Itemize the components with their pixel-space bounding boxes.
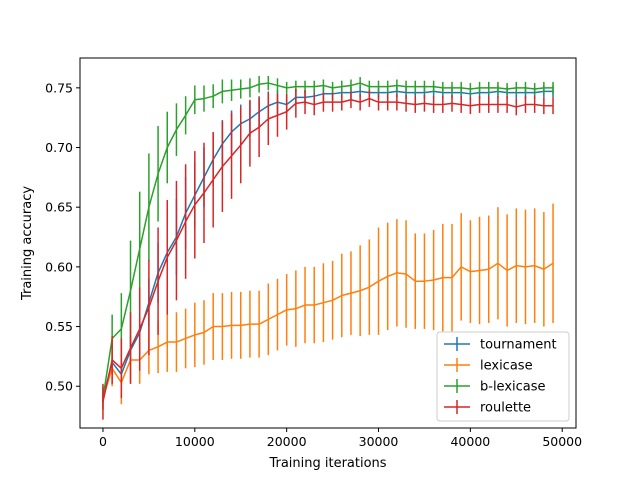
x-tick-label: 10000: [175, 434, 215, 449]
legend-item-lexicase: lexicase: [444, 358, 533, 374]
y-tick-label: 0.65: [45, 200, 73, 215]
series-roulette: [102, 89, 554, 420]
y-tick-label: 0.50: [45, 379, 73, 394]
legend-label: tournament: [480, 338, 557, 353]
legend-label: lexicase: [480, 359, 533, 374]
y-axis-label: Training accuracy: [20, 186, 35, 301]
x-tick-label: 30000: [359, 434, 399, 449]
legend: tournament lexicase b-lexicase roulette: [436, 331, 570, 422]
legend-item-roulette: roulette: [444, 400, 531, 416]
legend-box: [436, 331, 570, 422]
series-line-lexicase: [102, 262, 554, 399]
series-lexicase: [102, 203, 554, 408]
series-line-roulette: [102, 97, 554, 402]
series-layer: [102, 75, 554, 420]
series-line-b-lexicase: [102, 82, 554, 399]
legend-label: roulette: [480, 401, 531, 416]
x-axis-label: Training iterations: [268, 456, 386, 471]
x-tick-label: 50000: [542, 434, 582, 449]
legend-label: b-lexicase: [480, 380, 546, 395]
x-tick-label: 20000: [267, 434, 307, 449]
y-tick-label: 0.70: [45, 140, 73, 155]
series-line-tournament: [102, 90, 554, 399]
legend-item-tournament: tournament: [444, 337, 557, 353]
series-b-lexicase: [102, 75, 554, 411]
y-axis: 0.50 0.55 0.60 0.65 0.70 0.75: [45, 80, 80, 394]
x-tick-label: 40000: [450, 434, 490, 449]
x-axis: 0 10000 20000 30000 40000 50000: [99, 428, 582, 449]
y-tick-label: 0.75: [45, 80, 73, 95]
y-tick-label: 0.60: [45, 259, 73, 274]
x-tick-label: 0: [99, 434, 107, 449]
legend-item-b-lexicase: b-lexicase: [444, 379, 546, 395]
y-tick-label: 0.55: [45, 319, 73, 334]
axes-frame: [79, 57, 577, 429]
